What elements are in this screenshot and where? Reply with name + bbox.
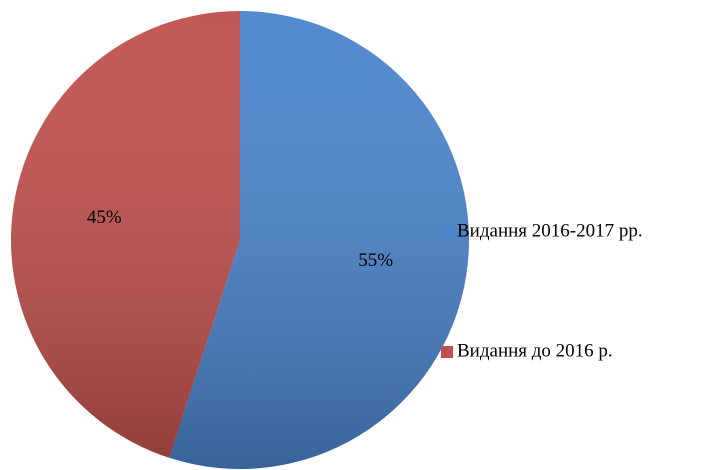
data-label: 55% <box>358 250 393 271</box>
legend-label: Видання до 2016 р. <box>457 340 613 361</box>
legend: Видання 2016-2017 рр. Видання до 2016 р. <box>441 220 643 361</box>
data-label: 45% <box>87 207 122 228</box>
legend-swatch <box>441 226 453 238</box>
legend-swatch <box>441 346 453 358</box>
labels: 55% 45% <box>87 207 393 271</box>
legend-label: Видання 2016-2017 рр. <box>457 220 643 241</box>
pie <box>11 11 470 470</box>
